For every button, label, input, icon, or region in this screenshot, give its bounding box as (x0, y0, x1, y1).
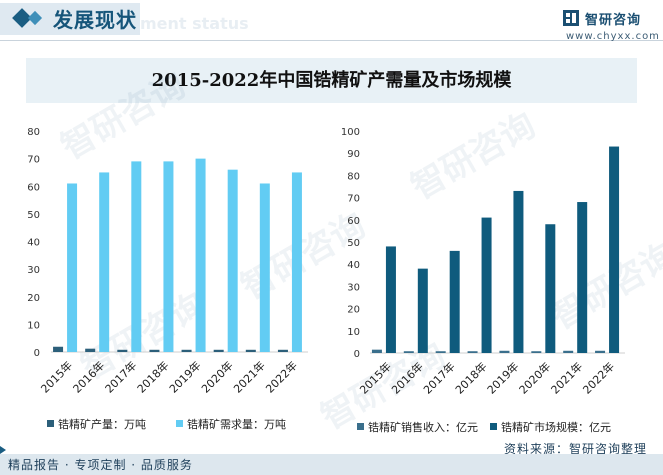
bar-series-a (468, 351, 478, 353)
bar-series-b (482, 218, 492, 353)
bar-series-a (404, 351, 414, 353)
bar-series-a (85, 349, 95, 352)
bar-series-a (149, 350, 159, 352)
y-tick-label: 40 (27, 238, 40, 249)
y-tick-label: 70 (347, 194, 360, 205)
bar-series-b (163, 161, 173, 352)
legend-label: 锆精矿产量：万吨 (58, 417, 146, 431)
x-tick-label: 2022年 (263, 358, 300, 395)
bar-series-b (131, 161, 141, 352)
y-tick-label: 30 (27, 265, 40, 276)
x-tick-label: 2021年 (230, 358, 267, 395)
bar-series-b (450, 251, 460, 353)
y-tick-label: 60 (27, 182, 40, 193)
legend-label: 锆精矿需求量：万吨 (187, 418, 286, 431)
x-tick-label: 2015年 (38, 358, 75, 395)
bar-series-a (53, 347, 63, 352)
y-tick-label: 0 (354, 349, 360, 360)
footer-triangle-icon (0, 446, 6, 454)
y-tick-label: 20 (27, 293, 40, 304)
y-tick-label: 0 (34, 348, 40, 359)
bar-series-a (499, 351, 509, 353)
bar-series-b (228, 170, 238, 352)
bar-series-a (595, 351, 605, 353)
bar-series-b (609, 147, 619, 353)
legend-swatch (176, 420, 183, 427)
x-tick-label: 2020年 (516, 359, 553, 396)
bar-series-b (545, 224, 555, 353)
bar-series-a (214, 350, 224, 352)
x-tick-label: 2019年 (484, 359, 521, 396)
y-tick-label: 30 (347, 282, 360, 293)
bar-series-a (246, 350, 256, 352)
x-tick-label: 2018年 (134, 358, 171, 395)
footer-services: 精品报告 · 专项定制 · 品质服务 (8, 456, 193, 473)
bar-series-b (292, 172, 302, 352)
y-tick-label: 80 (347, 171, 360, 182)
legend-label: 锆精矿市场规模：亿元 (501, 420, 611, 434)
bar-series-b (196, 159, 206, 352)
legend-swatch (490, 423, 497, 430)
legend-swatch (47, 420, 54, 427)
chart-production-demand: 010203040506070802015年2016年2017年2018年201… (27, 127, 308, 431)
y-tick-label: 20 (347, 305, 360, 316)
y-tick-label: 60 (347, 216, 360, 227)
y-tick-label: 80 (27, 127, 40, 138)
legend-swatch (357, 423, 364, 430)
legend-label: 锆精矿销售收入：亿元 (368, 420, 478, 434)
bar-series-b (67, 183, 77, 352)
x-tick-label: 2018年 (452, 359, 489, 396)
bar-series-a (436, 351, 446, 353)
y-tick-label: 70 (27, 155, 40, 166)
x-tick-label: 2020年 (198, 358, 235, 395)
x-tick-label: 2022年 (580, 359, 617, 396)
bar-series-a (563, 351, 573, 353)
y-tick-label: 10 (27, 320, 40, 331)
bar-series-b (513, 191, 523, 353)
watermark-text: 智研咨询 (55, 65, 193, 168)
y-tick-label: 40 (347, 260, 360, 271)
bar-series-b (577, 202, 587, 353)
y-tick-label: 50 (347, 238, 360, 249)
bar-series-b (99, 172, 109, 352)
bar-series-a (182, 350, 192, 352)
y-tick-label: 100 (341, 127, 360, 138)
bar-series-a (117, 350, 127, 352)
y-tick-label: 50 (27, 210, 40, 221)
bar-series-a (372, 350, 382, 353)
bar-series-a (531, 351, 541, 353)
bar-series-b (260, 183, 270, 352)
bar-series-b (418, 269, 428, 353)
x-tick-label: 2019年 (166, 358, 203, 395)
watermark-text: 智研咨询 (545, 235, 663, 338)
y-tick-label: 10 (347, 327, 360, 338)
bar-series-b (386, 246, 396, 353)
bar-series-a (278, 350, 288, 352)
x-tick-label: 2021年 (548, 359, 585, 396)
y-tick-label: 90 (347, 149, 360, 160)
